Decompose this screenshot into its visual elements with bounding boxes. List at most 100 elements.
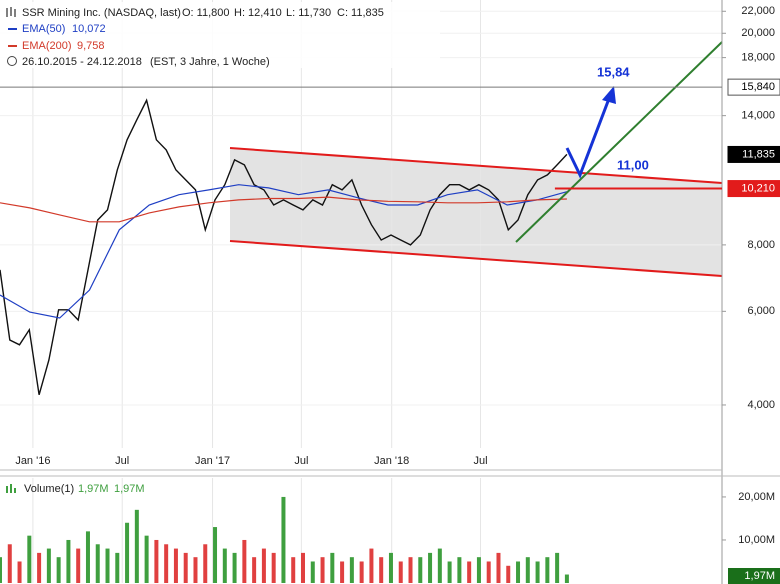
y-tick-label: 18,000	[741, 52, 775, 64]
volume-bar	[349, 557, 354, 583]
ema-line	[0, 184, 568, 319]
projection-arrow	[565, 95, 612, 179]
volume-bar	[232, 552, 237, 583]
volume-bar	[437, 548, 442, 583]
volume-bar	[222, 548, 227, 583]
volume-bar	[37, 552, 42, 583]
volume-bar	[447, 561, 452, 583]
ohlc-icon	[6, 7, 16, 17]
volume-bar	[476, 557, 481, 583]
ema-line	[0, 196, 567, 223]
volume-bar	[95, 544, 100, 583]
volume-bar	[7, 544, 12, 583]
legend-swatch	[8, 28, 17, 30]
volume-bar	[457, 557, 462, 583]
volume-bar	[564, 574, 569, 583]
legend-value: 9,758	[77, 40, 105, 52]
volume-bar	[467, 561, 472, 583]
volume-bar	[418, 557, 423, 583]
y-tick-label: 14,000	[741, 110, 775, 122]
volume-bar	[300, 552, 305, 583]
volume-bar	[85, 531, 90, 583]
y-tick-label: 8,000	[747, 239, 775, 251]
volume-bar	[310, 561, 315, 583]
volume-icon	[6, 484, 16, 493]
plot	[0, 98, 569, 583]
y-tick-label: 10,00M	[738, 534, 775, 546]
period-note: (EST, 3 Jahre, 1 Woche)	[150, 56, 270, 68]
trend-line	[515, 41, 723, 243]
quote: C: 11,835	[337, 7, 384, 19]
volume-bar	[144, 535, 149, 583]
volume-value: 1,97M	[78, 483, 109, 495]
volume-bar	[388, 552, 393, 583]
volume-bar	[291, 557, 296, 583]
volume-bar	[535, 561, 540, 583]
volume-bar	[56, 557, 61, 583]
volume-bar	[154, 539, 159, 583]
legend-label: EMA(200)	[22, 40, 72, 52]
volume-bar	[525, 557, 530, 583]
y-tick-label: 22,000	[741, 5, 775, 17]
volume-bar	[340, 561, 345, 583]
level-label: 11,835	[742, 148, 775, 160]
volume-bar	[125, 522, 130, 583]
volume-bar	[359, 561, 364, 583]
title: SSR Mining Inc. (NASDAQ, last)	[22, 7, 181, 19]
volume-bar	[115, 552, 120, 583]
trend-channel	[230, 148, 722, 276]
volume-bar	[496, 552, 501, 583]
volume-bar	[134, 509, 139, 583]
level-box	[727, 180, 780, 198]
volume-bar	[66, 539, 71, 583]
volume-bar	[76, 548, 81, 583]
volume-bar	[203, 544, 208, 583]
volume-bar	[252, 557, 257, 583]
quote: L: 11,730	[286, 7, 331, 19]
volume-bar	[281, 496, 286, 583]
y-tick-label: 20,00M	[738, 491, 775, 503]
legend-bg	[0, 2, 440, 68]
x-tick-label: Jul	[473, 455, 487, 467]
volume-bar	[46, 548, 51, 583]
price-line	[0, 98, 568, 395]
volume-bar	[271, 552, 276, 583]
volume-bar	[242, 539, 247, 583]
x-tick-label: Jan '16	[15, 455, 50, 467]
y-tick-label: 20,000	[741, 27, 775, 39]
volume-bar	[555, 552, 560, 583]
volume-bar	[369, 548, 374, 583]
volume-last-box	[728, 568, 780, 584]
volume-bar	[516, 561, 521, 583]
annotation: 11,00	[617, 157, 649, 172]
volume-bar	[486, 561, 491, 583]
volume-last-label: 1,97M	[744, 570, 775, 582]
volume-bar	[105, 548, 110, 583]
volume-bar	[506, 565, 511, 583]
volume-bar	[193, 557, 198, 583]
channel-lower	[229, 240, 723, 277]
x-tick-label: Jan '17	[195, 455, 230, 467]
volume-bar	[17, 561, 22, 583]
legend-label: EMA(50)	[22, 23, 65, 35]
volume-bar	[330, 552, 335, 583]
volume-bar	[261, 548, 266, 583]
volume-bar	[183, 552, 188, 583]
y-tick-label: 6,000	[747, 305, 775, 317]
y-tick-label: 4,000	[747, 399, 775, 411]
volume-value: 1,97M	[114, 483, 145, 495]
level-box	[727, 145, 780, 163]
volume-bar	[27, 535, 32, 583]
volume-bar	[408, 557, 413, 583]
volume-bar	[173, 548, 178, 583]
volume-bar	[320, 557, 325, 583]
volume-bar	[164, 544, 169, 583]
volume-bar	[379, 557, 384, 583]
level-label: 15,840	[741, 81, 775, 93]
arrow-head	[602, 86, 616, 104]
level-label: 10,210	[741, 182, 775, 194]
volume-bar	[213, 527, 218, 583]
legend-value: 10,072	[72, 23, 106, 35]
